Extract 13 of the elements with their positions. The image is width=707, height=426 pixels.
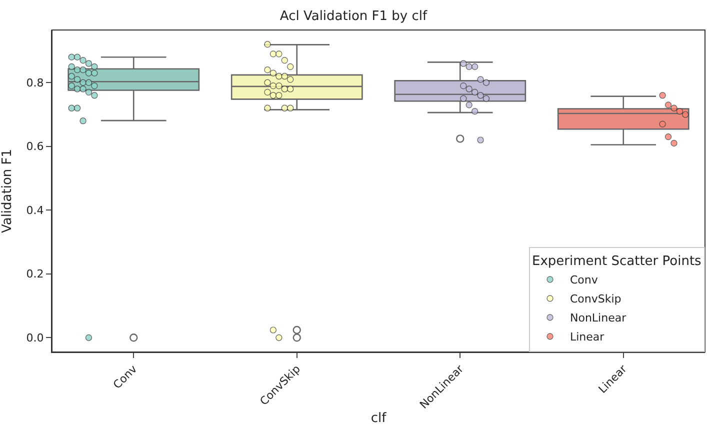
legend-label: NonLinear	[570, 312, 627, 325]
legend-label: ConvSkip	[570, 292, 622, 306]
legend-label: Linear	[570, 330, 605, 344]
y-tick-label: 0.6	[26, 140, 44, 154]
x-axis-title: clf	[370, 411, 387, 426]
y-tick-label: 0.0	[26, 332, 44, 344]
y-tick-label: 0.8	[26, 76, 44, 90]
chart-title: Acl Validation F1 by clf	[280, 8, 428, 24]
y-tick-label: 0.2	[26, 268, 44, 281]
legend-label: Conv	[570, 274, 598, 287]
legend-title: Experiment Scatter Points	[532, 254, 702, 269]
y-tick-label: 0.4	[26, 204, 44, 217]
y-axis-title: Validation F1	[0, 148, 15, 234]
